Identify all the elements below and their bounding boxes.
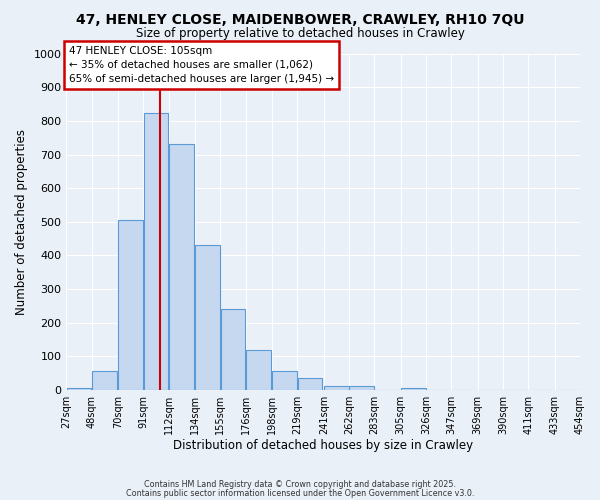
Bar	[349, 386, 374, 390]
Text: Contains public sector information licensed under the Open Government Licence v3: Contains public sector information licen…	[126, 489, 474, 498]
Bar	[118, 220, 143, 390]
Bar	[169, 144, 194, 390]
Bar	[298, 378, 322, 390]
Bar	[272, 371, 297, 390]
Bar	[246, 350, 271, 390]
Bar	[324, 386, 349, 390]
Bar	[221, 309, 245, 390]
Text: Contains HM Land Registry data © Crown copyright and database right 2025.: Contains HM Land Registry data © Crown c…	[144, 480, 456, 489]
Bar	[196, 246, 220, 390]
Text: 47, HENLEY CLOSE, MAIDENBOWER, CRAWLEY, RH10 7QU: 47, HENLEY CLOSE, MAIDENBOWER, CRAWLEY, …	[76, 12, 524, 26]
Y-axis label: Number of detached properties: Number of detached properties	[15, 129, 28, 315]
Bar	[143, 112, 169, 390]
Text: 47 HENLEY CLOSE: 105sqm
← 35% of detached houses are smaller (1,062)
65% of semi: 47 HENLEY CLOSE: 105sqm ← 35% of detache…	[69, 46, 334, 84]
X-axis label: Distribution of detached houses by size in Crawley: Distribution of detached houses by size …	[173, 440, 473, 452]
Bar	[92, 371, 116, 390]
Bar	[401, 388, 426, 390]
Bar	[67, 388, 91, 390]
Text: Size of property relative to detached houses in Crawley: Size of property relative to detached ho…	[136, 28, 464, 40]
